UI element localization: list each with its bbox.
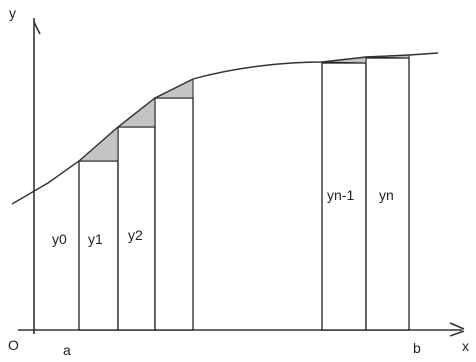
x-axis-arrow-upper (449, 322, 465, 330)
strip-label-yn-1: yn-1 (327, 187, 354, 203)
strip-rect-2 (154, 97, 194, 331)
b-label: b (413, 340, 421, 356)
strip-rect-n (365, 57, 410, 331)
strip-rect-0 (78, 160, 119, 331)
x-axis-label: x (462, 338, 469, 354)
x-axis-arrow-lower (449, 330, 465, 337)
strip-label-y2: y2 (128, 227, 143, 243)
function-curve (11, 52, 439, 205)
y-axis-label: y (9, 5, 16, 21)
a-label: a (63, 342, 71, 358)
strip-label-yn: yn (379, 187, 394, 203)
strip-label-y0: y0 (52, 231, 67, 247)
origin-label: O (8, 337, 19, 353)
strip-label-y1: y1 (88, 231, 103, 247)
y-axis-tick-top (33, 21, 41, 35)
